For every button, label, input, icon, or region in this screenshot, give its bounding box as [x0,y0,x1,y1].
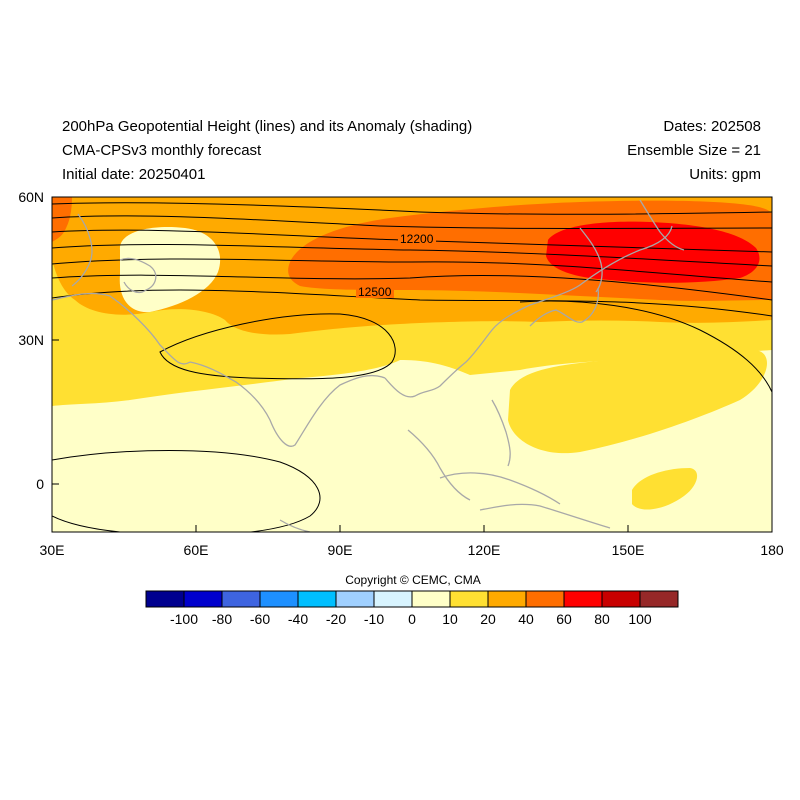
colorbar-tick-label: 40 [518,611,534,627]
lon-tick-label: 120E [468,542,501,558]
shade-10-20-equator [632,468,698,510]
colorbar-swatch [525,590,565,608]
height-contour [52,244,772,267]
colorbar-swatch [639,590,679,608]
colorbar-swatch [145,590,185,608]
height-contour [52,258,772,283]
coastline [189,361,386,447]
height-contour [52,202,772,215]
coastline [52,292,191,365]
coastline [491,399,511,467]
colorbar-tick-label: -60 [250,611,270,627]
height-contour [519,300,772,393]
shade-60-80 [546,221,760,283]
plot-frame [51,196,773,533]
colorbar-tick-label: 10 [442,611,458,627]
coastline [279,519,311,532]
height-contour [52,274,772,301]
coastline [119,257,157,294]
colorbar-swatch [411,590,451,608]
height-contour [52,289,772,317]
coastline [71,213,93,287]
lon-tick-label: 90E [328,542,353,558]
colorbar-tick-label: -80 [212,611,232,627]
coastline [529,287,600,327]
lon-tick-label: 180 [760,542,784,558]
colorbar-swatch [297,590,337,608]
height-contour [159,313,396,380]
colorbar-swatch [601,590,641,608]
coastline [479,503,611,529]
colorbar-tick-label: -20 [326,611,346,627]
colorbar-swatch [183,590,223,608]
lon-tick-label: 60E [184,542,209,558]
copyright-text: Copyright © CEMC, CMA [345,573,481,587]
colorbar-swatch [259,590,299,608]
coastline [579,227,603,293]
lon-tick-label: 30E [40,542,65,558]
colorbar-tick-label: 100 [628,611,652,627]
colorbar-swatch [563,590,603,608]
colorbar-swatch [487,590,527,608]
contour-label: 12200 [400,232,434,246]
coastline [639,199,685,251]
height-contour [52,215,772,229]
colorbar-swatch [335,590,375,608]
colorbar-swatch [373,590,413,608]
colorbar-swatch [221,590,261,608]
initial-date: Initial date: 20250401 [62,166,206,183]
lat-tick-label: 60N [18,189,44,205]
colorbar-tick-label: 80 [594,611,610,627]
colorbar-tick-label: 0 [408,611,416,627]
shade-10-20-pacific [508,349,767,454]
colorbar-tick-label: 20 [480,611,496,627]
coastline [384,225,673,398]
colorbar-tick-label: -100 [170,611,198,627]
shade-40-60-west [52,197,72,242]
height-contour [52,450,321,532]
model-name: CMA-CPSv3 monthly forecast [62,142,262,159]
colorbar-tick-label: -10 [364,611,384,627]
coastline [439,472,561,505]
lon-tick-label: 150E [612,542,645,558]
lat-tick-label: 30N [18,332,44,348]
lat-tick-label: 0 [36,476,44,492]
map-title: 200hPa Geopotential Height (lines) and i… [62,118,473,135]
contour-label: 12500 [358,285,392,299]
units-label: Units: gpm [689,166,761,183]
colorbar-tick-label: 60 [556,611,572,627]
colorbar-tick-label: -40 [288,611,308,627]
coastline [407,429,471,501]
forecast-dates: Dates: 202508 [663,118,761,135]
ensemble-size: Ensemble Size = 21 [627,142,761,159]
colorbar-swatch [449,590,489,608]
